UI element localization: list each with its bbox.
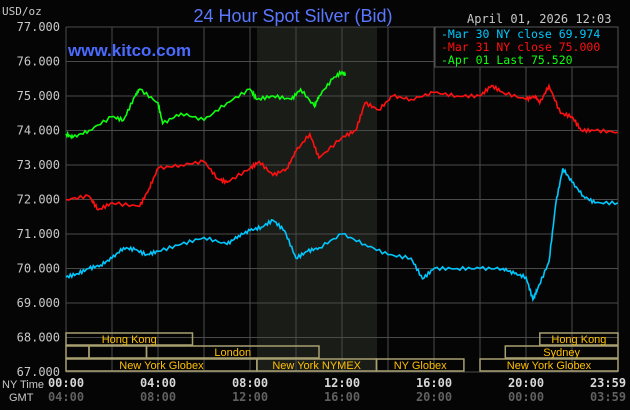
series-lines bbox=[65, 69, 619, 303]
session-label: Sydney bbox=[543, 347, 580, 359]
legend-item: -Mar 31 NY close 75.000 bbox=[441, 40, 600, 54]
y-tick-label: 67.000 bbox=[17, 365, 60, 379]
ny-tick-label: 00:00 bbox=[48, 376, 84, 390]
session-bar bbox=[145, 345, 320, 359]
y-axis-ticks: 77.000 76.000 75.000 74.000 73.000 72.000 71.0… bbox=[17, 20, 60, 379]
legend-item: -Mar 30 NY close 69.974 bbox=[441, 27, 600, 41]
series-line bbox=[65, 69, 347, 140]
session-label: New York Globex bbox=[119, 360, 204, 372]
ny-tick-label: 20:00 bbox=[508, 376, 544, 390]
y-tick-label: 69.000 bbox=[17, 296, 60, 310]
y-tick-label: 75.000 bbox=[17, 89, 60, 103]
session-label: London bbox=[214, 347, 251, 359]
gmt-tick-label: 20:00 bbox=[416, 390, 452, 404]
session-bar bbox=[539, 332, 619, 346]
legend: -Mar 30 NY close 69.974-Mar 31 NY close … bbox=[441, 27, 600, 67]
series-line bbox=[65, 168, 619, 303]
legend-item: -Apr 01 Last 75.520 bbox=[441, 53, 573, 67]
ny-tick-label: 16:00 bbox=[416, 376, 452, 390]
timestamp: April 01, 2026 12:03 bbox=[467, 12, 612, 26]
gmt-tick-label: 04:00 bbox=[48, 390, 84, 404]
session-label: New York Globex bbox=[507, 360, 592, 372]
chart-title: 24 Hour Spot Silver (Bid) bbox=[193, 6, 392, 26]
y-tick-label: 72.000 bbox=[17, 193, 60, 207]
series-line bbox=[65, 82, 618, 211]
ny-tick-label: 08:00 bbox=[232, 376, 268, 390]
session-bar bbox=[504, 345, 619, 359]
session-bar bbox=[479, 358, 619, 372]
unit-label: USD/oz bbox=[2, 5, 42, 18]
gmt-label: GMT bbox=[9, 392, 34, 404]
y-tick-label: 71.000 bbox=[17, 227, 60, 241]
legend-box bbox=[434, 26, 619, 68]
ny-tick-label: 04:00 bbox=[140, 376, 176, 390]
session-label: NY Globex bbox=[394, 360, 447, 372]
y-tick-label: 68.000 bbox=[17, 331, 60, 345]
gmt-tick-label: 03:59 bbox=[590, 390, 626, 404]
gmt-tick-label: 12:00 bbox=[232, 390, 268, 404]
session-bar bbox=[65, 332, 194, 346]
ny-tick-label: 12:00 bbox=[324, 376, 360, 390]
session-label: Hong Kong bbox=[102, 334, 157, 346]
y-tick-label: 77.000 bbox=[17, 20, 60, 34]
y-tick-label: 74.000 bbox=[17, 124, 60, 138]
ny-time-label: NY Time bbox=[2, 379, 44, 391]
site-watermark: www.kitco.com bbox=[67, 41, 191, 60]
x-axis-ticks: NY TimeGMT00:0004:0004:0008:0008:0012:00… bbox=[2, 376, 626, 404]
gmt-tick-label: 08:00 bbox=[140, 390, 176, 404]
session-label: Hong Kong bbox=[551, 334, 606, 346]
session-bar bbox=[375, 358, 465, 372]
gmt-tick-label: 16:00 bbox=[324, 390, 360, 404]
y-tick-label: 70.000 bbox=[17, 262, 60, 276]
y-tick-label: 73.000 bbox=[17, 158, 60, 172]
ny-tick-label: 23:59 bbox=[590, 376, 626, 390]
y-tick-label: 76.000 bbox=[17, 55, 60, 69]
gmt-tick-label: 00:00 bbox=[508, 390, 544, 404]
session-label: New York NYMEX bbox=[272, 360, 361, 372]
